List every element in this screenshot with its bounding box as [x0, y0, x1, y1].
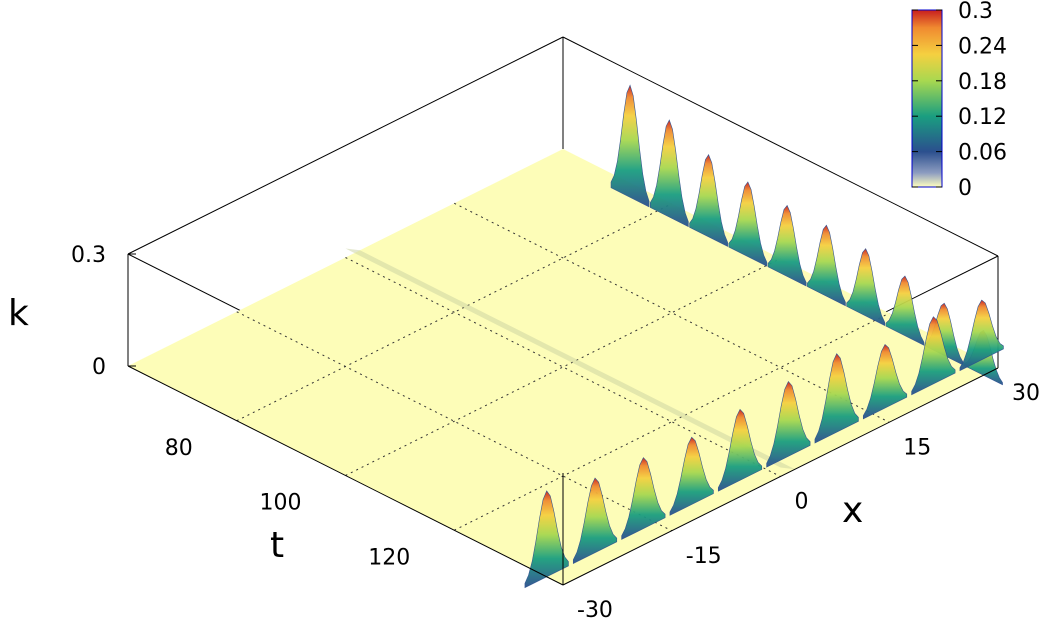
surface-peak — [862, 344, 908, 420]
surface-peak — [610, 84, 650, 208]
x-axis-label: x — [842, 490, 863, 531]
surface-peak — [650, 119, 689, 228]
surface-peak — [846, 248, 886, 326]
box-edge-top-back-left — [127, 36, 564, 255]
x-tick-label: -15 — [686, 544, 722, 569]
surface-peak — [885, 275, 925, 346]
surface-peak — [807, 224, 846, 307]
axis-ticks: 0 0.3 80 100 120 -30 -15 0 15 30 — [71, 243, 1040, 623]
surface-ridge — [345, 248, 795, 470]
ridge-band — [345, 248, 795, 470]
surface-peak — [572, 477, 618, 565]
z-axis-label: k — [8, 293, 29, 334]
colorbar-tick-label: 0.06 — [958, 141, 1007, 166]
surface-peak — [728, 181, 768, 267]
box-edge-top-back-right — [562, 36, 999, 257]
surface-peak — [717, 408, 763, 492]
box-edge-front-left — [127, 365, 564, 586]
colorbar-tick-label: 0.24 — [958, 34, 1007, 59]
colorbar: 0.3 0.24 0.18 0.12 0.06 0 — [911, 0, 1007, 201]
colorbar-ramp — [911, 9, 943, 188]
t-tick-label: 80 — [165, 436, 193, 461]
colorbar-tick-label: 0.18 — [958, 70, 1007, 95]
colorbar-tick-label: 0.3 — [958, 0, 993, 24]
x-tick-label: -30 — [577, 598, 613, 623]
z-tick-label: 0 — [92, 355, 106, 380]
surface-peak — [959, 299, 1004, 372]
surface-peaks — [524, 84, 1004, 589]
surface-peak — [911, 316, 956, 396]
colorbar-tick-label: 0.12 — [958, 105, 1007, 130]
box-edge-front-right — [562, 367, 999, 586]
t-tick-label: 120 — [368, 545, 410, 570]
surface-peak — [669, 436, 714, 516]
surface-peak — [524, 490, 569, 589]
x-tick-label: 30 — [1012, 381, 1040, 406]
z-tick-label: 0.3 — [71, 243, 106, 268]
t-axis-label: t — [270, 525, 284, 566]
surface-peak — [689, 154, 728, 247]
t-tick-label: 100 — [260, 491, 302, 516]
surface-peak — [766, 381, 811, 468]
surface-peak — [814, 353, 859, 444]
surface-peak — [621, 457, 666, 540]
x-tick-label: 0 — [795, 490, 809, 515]
colorbar-tick-label: 0 — [958, 176, 972, 201]
surface-peak — [767, 204, 807, 287]
x-tick-label: 15 — [903, 435, 931, 460]
box-front-edges — [127, 365, 999, 586]
